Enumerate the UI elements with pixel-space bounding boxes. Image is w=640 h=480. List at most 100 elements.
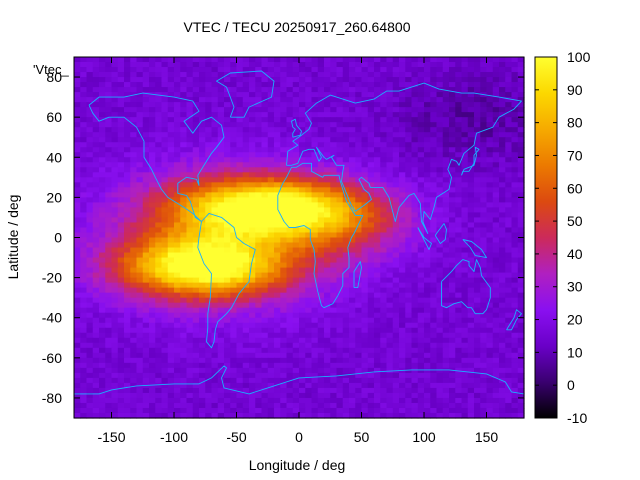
heatmap-cell <box>236 187 244 193</box>
heatmap-cell <box>86 162 94 168</box>
heatmap-cell <box>374 257 381 264</box>
heatmap-cell <box>130 242 138 249</box>
heatmap-cell <box>505 242 513 249</box>
heatmap-cell <box>380 162 388 168</box>
heatmap-cell <box>74 157 81 163</box>
heatmap-cell <box>430 322 438 329</box>
heatmap-cell <box>205 137 213 143</box>
heatmap-cell <box>267 132 275 138</box>
heatmap-cell <box>192 367 200 374</box>
heatmap-cell <box>374 337 381 344</box>
heatmap-cell <box>436 352 444 359</box>
heatmap-cell <box>142 292 150 299</box>
heatmap-cell <box>411 67 419 73</box>
heatmap-cell <box>280 137 288 143</box>
heatmap-cell <box>255 247 263 254</box>
heatmap-cell <box>99 322 106 329</box>
heatmap-cell <box>436 372 444 379</box>
heatmap-cell <box>136 277 144 284</box>
heatmap-cell <box>299 192 306 198</box>
heatmap-cell <box>255 267 263 274</box>
heatmap-cell <box>405 327 413 334</box>
heatmap-cell <box>449 162 456 168</box>
heatmap-cell <box>199 352 206 359</box>
heatmap-cell <box>99 317 106 324</box>
heatmap-cell <box>311 212 319 219</box>
heatmap-cell <box>492 57 500 63</box>
heatmap-cell <box>224 212 231 219</box>
heatmap-cell <box>236 397 244 404</box>
heatmap-cell <box>361 182 369 188</box>
heatmap-cell <box>80 262 88 269</box>
heatmap-cell <box>492 177 500 183</box>
heatmap-cell <box>467 322 475 329</box>
heatmap-cell <box>311 67 319 73</box>
heatmap-cell <box>274 72 281 78</box>
heatmap-cell <box>342 62 350 68</box>
heatmap-cell <box>399 322 406 329</box>
heatmap-cell <box>230 137 238 143</box>
heatmap-cell <box>367 107 375 113</box>
heatmap-cell <box>105 347 113 354</box>
heatmap-cell <box>86 192 94 198</box>
heatmap-cell <box>92 337 100 344</box>
heatmap-cell <box>174 117 181 123</box>
heatmap-cell <box>255 102 263 108</box>
heatmap-cell <box>255 257 263 264</box>
heatmap-cell <box>311 247 319 254</box>
heatmap-cell <box>111 267 119 274</box>
heatmap-cell <box>386 247 394 254</box>
heatmap-cell <box>124 242 131 249</box>
heatmap-cell <box>336 247 344 254</box>
heatmap-cell <box>261 322 269 329</box>
heatmap-cell <box>274 287 281 294</box>
heatmap-cell <box>467 317 475 324</box>
heatmap-cell <box>124 282 131 289</box>
heatmap-cell <box>249 382 256 389</box>
heatmap-cell <box>155 382 163 389</box>
heatmap-cell <box>230 382 238 389</box>
heatmap-cell <box>461 342 469 349</box>
heatmap-cell <box>405 142 413 148</box>
heatmap-cell <box>467 132 475 138</box>
heatmap-cell <box>480 272 488 279</box>
heatmap-cell <box>105 262 113 269</box>
heatmap-cell <box>342 332 350 339</box>
heatmap-cell <box>224 127 231 133</box>
heatmap-cell <box>292 367 300 374</box>
heatmap-cell <box>517 357 525 364</box>
heatmap-cell <box>236 272 244 279</box>
heatmap-cell <box>186 257 194 264</box>
heatmap-cell <box>449 62 456 68</box>
heatmap-cell <box>105 122 113 128</box>
heatmap-cell <box>505 297 513 304</box>
heatmap-cell <box>130 402 138 409</box>
heatmap-cell <box>161 227 169 234</box>
heatmap-cell <box>267 202 275 209</box>
heatmap-cell <box>86 307 94 314</box>
heatmap-cell <box>167 367 175 374</box>
heatmap-cell <box>124 77 131 83</box>
heatmap-cell <box>374 212 381 219</box>
heatmap-cell <box>255 107 263 113</box>
heatmap-cell <box>105 177 113 183</box>
heatmap-cell <box>424 57 431 63</box>
heatmap-cell <box>355 247 363 254</box>
heatmap-cell <box>130 332 138 339</box>
heatmap-cell <box>74 57 81 63</box>
heatmap-cell <box>430 167 438 173</box>
heatmap-cell <box>161 62 169 68</box>
heatmap-cell <box>142 197 150 203</box>
heatmap-cell <box>255 287 263 294</box>
heatmap-cell <box>267 292 275 299</box>
heatmap-cell <box>299 262 306 269</box>
heatmap-cell <box>411 77 419 83</box>
heatmap-cell <box>161 382 169 389</box>
heatmap-cell <box>499 162 506 168</box>
heatmap-cell <box>211 127 219 133</box>
heatmap-cell <box>417 202 425 209</box>
heatmap-cell <box>317 387 325 394</box>
heatmap-cell <box>517 247 525 254</box>
heatmap-cell <box>286 87 294 93</box>
heatmap-cell <box>92 152 100 158</box>
